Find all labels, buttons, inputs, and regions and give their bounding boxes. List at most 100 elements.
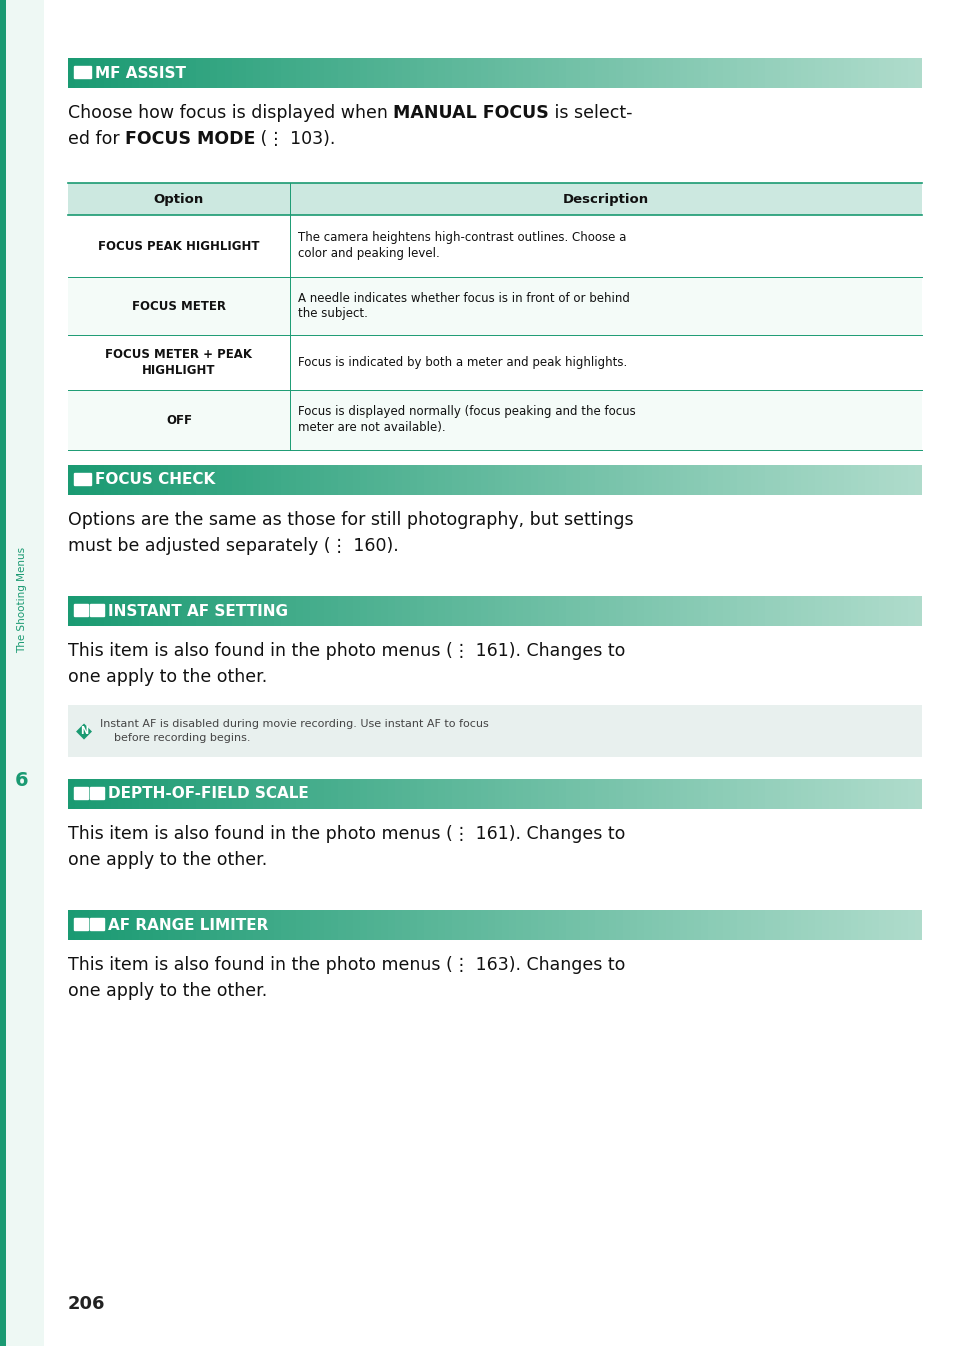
Bar bbox=[238, 596, 246, 626]
Bar bbox=[608, 464, 616, 495]
Bar bbox=[750, 779, 758, 809]
Bar bbox=[842, 910, 850, 940]
Bar bbox=[722, 779, 729, 809]
Bar bbox=[871, 464, 879, 495]
Bar bbox=[196, 779, 203, 809]
Bar bbox=[139, 596, 146, 626]
Bar bbox=[90, 58, 96, 87]
Bar bbox=[737, 910, 743, 940]
Bar bbox=[459, 596, 466, 626]
Bar bbox=[359, 596, 367, 626]
Bar bbox=[117, 779, 125, 809]
Bar bbox=[530, 58, 537, 87]
Text: MANUAL FOCUS: MANUAL FOCUS bbox=[393, 104, 549, 122]
Bar bbox=[651, 58, 658, 87]
Bar bbox=[544, 58, 552, 87]
Text: FOCUS METER + PEAK
HIGHLIGHT: FOCUS METER + PEAK HIGHLIGHT bbox=[106, 349, 253, 377]
Bar bbox=[153, 596, 160, 626]
Bar bbox=[388, 779, 395, 809]
Bar bbox=[367, 596, 374, 626]
Bar bbox=[694, 910, 700, 940]
FancyBboxPatch shape bbox=[73, 604, 90, 618]
Bar bbox=[893, 910, 900, 940]
Bar bbox=[353, 464, 359, 495]
Bar bbox=[573, 910, 579, 940]
Bar bbox=[686, 464, 694, 495]
Bar bbox=[558, 779, 565, 809]
Bar bbox=[445, 464, 452, 495]
Bar bbox=[530, 596, 537, 626]
Bar bbox=[416, 779, 423, 809]
Bar bbox=[395, 58, 402, 87]
Bar bbox=[381, 779, 388, 809]
Bar bbox=[516, 779, 523, 809]
Bar bbox=[815, 779, 821, 809]
Bar bbox=[409, 464, 416, 495]
Bar bbox=[316, 596, 324, 626]
Bar bbox=[630, 779, 637, 809]
Bar bbox=[893, 596, 900, 626]
FancyBboxPatch shape bbox=[73, 918, 90, 931]
Bar bbox=[267, 910, 274, 940]
Bar bbox=[416, 464, 423, 495]
Bar bbox=[437, 596, 445, 626]
Text: This item is also found in the photo menus (⋮ 161). Changes to: This item is also found in the photo men… bbox=[68, 642, 625, 660]
Bar bbox=[117, 58, 125, 87]
Bar bbox=[452, 464, 459, 495]
Bar bbox=[160, 58, 168, 87]
Bar bbox=[587, 58, 594, 87]
Bar bbox=[331, 779, 338, 809]
Bar bbox=[622, 779, 630, 809]
Bar bbox=[579, 464, 587, 495]
Bar bbox=[686, 779, 694, 809]
Bar bbox=[203, 58, 210, 87]
Bar bbox=[750, 58, 758, 87]
Text: ◆: ◆ bbox=[76, 721, 91, 742]
Bar bbox=[338, 910, 345, 940]
Bar bbox=[815, 596, 821, 626]
Bar bbox=[715, 464, 722, 495]
Bar bbox=[821, 464, 828, 495]
Bar bbox=[90, 910, 96, 940]
Bar bbox=[495, 910, 501, 940]
Bar bbox=[217, 910, 224, 940]
Bar bbox=[679, 464, 686, 495]
Bar bbox=[487, 58, 495, 87]
Bar bbox=[573, 58, 579, 87]
Bar bbox=[729, 779, 737, 809]
Bar bbox=[828, 58, 836, 87]
Bar bbox=[111, 464, 117, 495]
Bar bbox=[729, 464, 737, 495]
Bar bbox=[729, 596, 737, 626]
Text: one apply to the other.: one apply to the other. bbox=[68, 668, 267, 686]
Bar bbox=[644, 910, 651, 940]
Bar bbox=[907, 596, 914, 626]
Bar bbox=[459, 910, 466, 940]
Bar bbox=[90, 779, 96, 809]
Bar bbox=[281, 779, 289, 809]
Bar bbox=[232, 58, 238, 87]
Bar bbox=[182, 910, 189, 940]
Bar bbox=[459, 58, 466, 87]
Bar bbox=[842, 596, 850, 626]
Bar bbox=[217, 464, 224, 495]
Bar bbox=[246, 910, 253, 940]
Bar bbox=[117, 464, 125, 495]
Bar bbox=[885, 596, 893, 626]
Bar bbox=[445, 910, 452, 940]
Bar bbox=[737, 596, 743, 626]
Bar bbox=[232, 910, 238, 940]
Bar bbox=[146, 464, 153, 495]
Bar bbox=[96, 779, 104, 809]
Text: This item is also found in the photo menus (⋮ 161). Changes to: This item is also found in the photo men… bbox=[68, 825, 625, 843]
Bar bbox=[758, 910, 764, 940]
Bar bbox=[530, 464, 537, 495]
Bar bbox=[708, 779, 715, 809]
Bar bbox=[672, 779, 679, 809]
Bar bbox=[501, 464, 509, 495]
Bar bbox=[302, 464, 310, 495]
Bar bbox=[565, 464, 573, 495]
Bar bbox=[644, 58, 651, 87]
Bar bbox=[132, 910, 139, 940]
Bar bbox=[651, 464, 658, 495]
